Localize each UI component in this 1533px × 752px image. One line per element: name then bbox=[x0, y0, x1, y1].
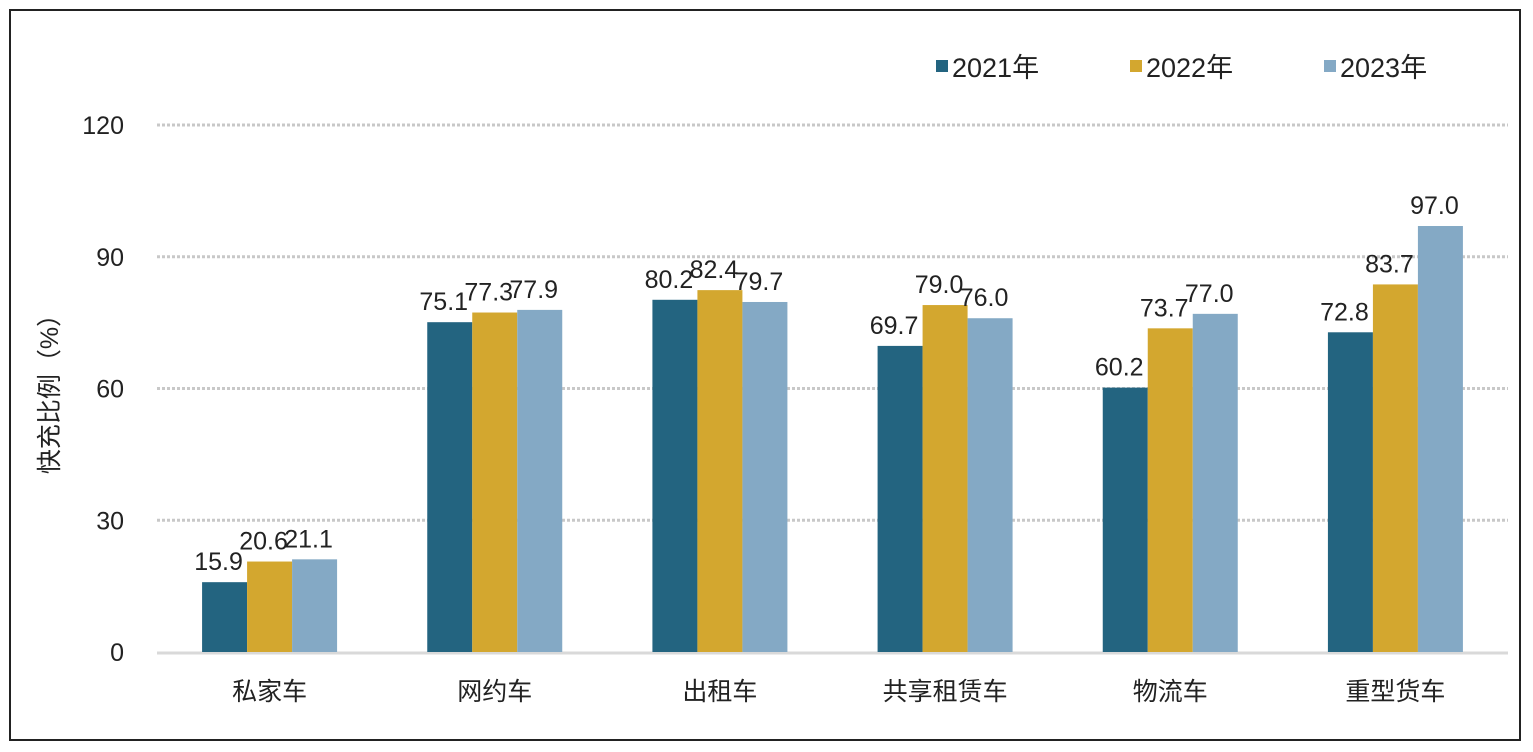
data-label: 60.2 bbox=[1095, 354, 1144, 382]
x-tick-label: 私家车 bbox=[232, 678, 307, 706]
x-tick-label: 重型货车 bbox=[1345, 678, 1445, 706]
y-tick-label: 30 bbox=[96, 507, 124, 535]
data-label: 75.1 bbox=[419, 288, 468, 316]
legend-label: 2022年 bbox=[1146, 53, 1233, 83]
legend-label: 2021年 bbox=[952, 53, 1039, 83]
bar-2022年 bbox=[247, 561, 293, 652]
bar-2023年 bbox=[1417, 226, 1463, 652]
bar-2022年 bbox=[922, 305, 968, 652]
data-label: 83.7 bbox=[1365, 250, 1414, 278]
y-tick-label: 0 bbox=[110, 639, 124, 667]
bar-2021年 bbox=[652, 299, 698, 652]
y-tick-label: 60 bbox=[96, 376, 124, 404]
y-tick-label: 90 bbox=[96, 244, 124, 272]
bar-2022年 bbox=[1147, 328, 1193, 652]
data-label: 72.8 bbox=[1320, 298, 1369, 326]
bar-2023年 bbox=[1192, 313, 1238, 652]
data-label: 73.7 bbox=[1140, 294, 1189, 322]
bar-2021年 bbox=[1102, 387, 1148, 652]
x-tick-label: 网约车 bbox=[457, 678, 532, 706]
data-label: 20.6 bbox=[239, 528, 288, 556]
chart-frame bbox=[9, 9, 1521, 741]
data-label: 77.9 bbox=[509, 276, 558, 304]
data-label: 80.2 bbox=[645, 266, 694, 294]
y-tick-label: 120 bbox=[82, 112, 124, 140]
x-tick-label: 物流车 bbox=[1133, 678, 1208, 706]
data-label: 79.0 bbox=[915, 271, 964, 299]
bar-2021年 bbox=[202, 582, 248, 652]
bar-2022年 bbox=[472, 312, 518, 652]
bar-2023年 bbox=[742, 301, 788, 652]
data-label: 76.0 bbox=[960, 284, 1009, 312]
x-tick-label: 出租车 bbox=[682, 678, 757, 706]
legend-swatch bbox=[1130, 60, 1142, 72]
legend-swatch bbox=[936, 60, 948, 72]
legend-label: 2023年 bbox=[1340, 53, 1427, 83]
bar-2023年 bbox=[967, 318, 1013, 652]
bar-2023年 bbox=[292, 559, 338, 652]
data-label: 97.0 bbox=[1410, 192, 1459, 220]
bar-2021年 bbox=[877, 345, 923, 652]
data-label: 82.4 bbox=[690, 256, 739, 284]
legend-swatch bbox=[1324, 60, 1336, 72]
data-label: 69.7 bbox=[870, 312, 919, 340]
bar-2022年 bbox=[697, 290, 743, 652]
y-axis-label: 快充比例（%） bbox=[36, 302, 64, 474]
bar-2022年 bbox=[1372, 284, 1418, 652]
data-label: 77.0 bbox=[1185, 280, 1234, 308]
data-label: 21.1 bbox=[284, 525, 333, 553]
x-tick-label: 共享租赁车 bbox=[883, 678, 1008, 706]
data-label: 15.9 bbox=[194, 548, 243, 576]
bar-2023年 bbox=[517, 309, 563, 652]
bar-2021年 bbox=[427, 322, 473, 652]
bar-2021年 bbox=[1327, 332, 1373, 652]
data-label: 79.7 bbox=[735, 268, 784, 296]
data-label: 77.3 bbox=[464, 279, 513, 307]
